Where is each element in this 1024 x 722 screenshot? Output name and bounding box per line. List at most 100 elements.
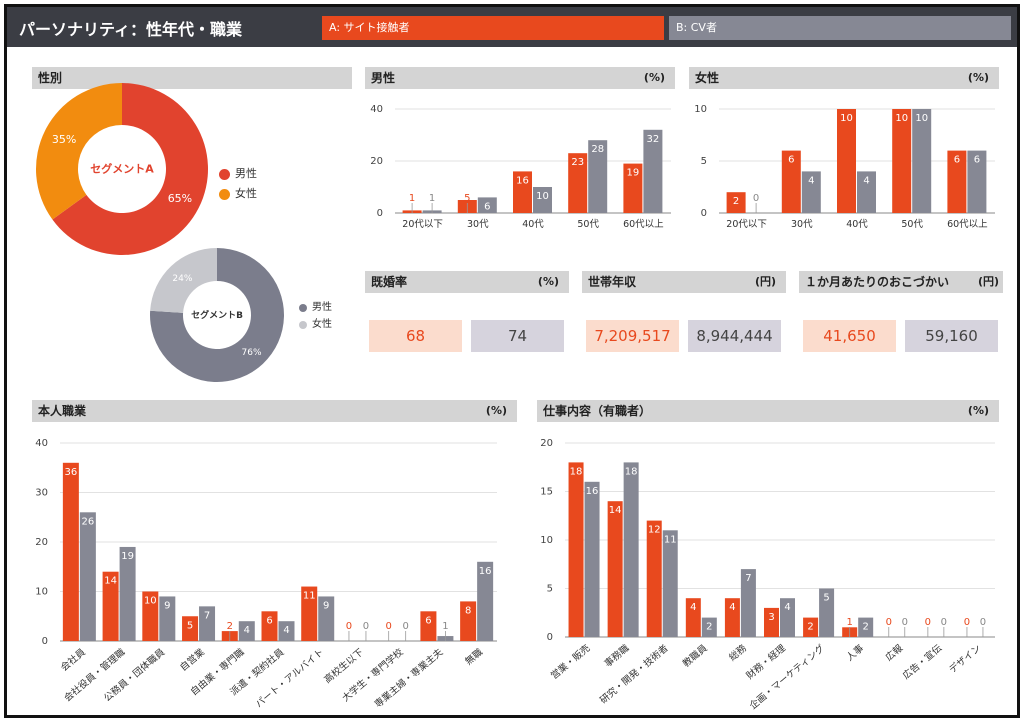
x-tick-label: 40代 <box>846 219 868 230</box>
bar <box>584 481 600 637</box>
data-label: 2 <box>862 622 868 633</box>
male-swatch <box>299 304 307 312</box>
bar <box>119 546 136 641</box>
male-unit: (%) <box>643 71 665 84</box>
x-tick-label: 専業主婦・専業主夫 <box>372 646 446 710</box>
bar <box>513 171 532 213</box>
y-tick-label: 10 <box>694 104 707 115</box>
income-title: 世帯年収 <box>588 275 637 289</box>
allowance-a-value: 41,650 <box>803 320 896 352</box>
data-label: 10 <box>895 113 908 124</box>
data-label: 7 <box>745 573 751 584</box>
data-label: 14 <box>609 505 622 516</box>
donut-a-chart: 65% 35% セグメントA <box>36 83 209 256</box>
data-label: 5 <box>464 193 470 204</box>
x-tick-label: 企画・マーケティング <box>747 642 827 712</box>
x-tick-label: 20代以下 <box>726 219 767 230</box>
bar <box>912 109 932 213</box>
data-label: 14 <box>104 576 117 587</box>
legend-item-male: 男性 <box>299 299 332 316</box>
data-label: 5 <box>187 620 193 631</box>
data-label: 0 <box>363 621 369 632</box>
data-label: 0 <box>753 193 759 204</box>
bar <box>858 617 874 637</box>
data-label: 3 <box>768 612 774 623</box>
x-tick-label: 60代以上 <box>947 219 988 230</box>
bar <box>102 571 119 641</box>
gender-title: 性別 <box>38 71 63 85</box>
data-label: 19 <box>121 551 134 562</box>
data-label: 16 <box>516 175 529 186</box>
bar <box>62 462 79 641</box>
bar <box>819 588 835 637</box>
bar <box>568 462 584 637</box>
bar <box>477 197 497 213</box>
income-a-value: 7,209,517 <box>586 320 679 352</box>
x-tick-label: 60代以上 <box>623 219 664 230</box>
data-label: 0 <box>346 621 352 632</box>
data-label: 4 <box>808 175 814 186</box>
y-tick-label: 40 <box>35 438 48 449</box>
bar <box>533 187 552 213</box>
y-tick-label: 40 <box>370 104 383 115</box>
bar <box>460 601 477 641</box>
donut-center-label: セグメントB <box>191 309 243 321</box>
marriage-a-value: 68 <box>369 320 462 352</box>
y-tick-label: 0 <box>377 208 383 219</box>
y-tick-label: 30 <box>35 488 48 499</box>
data-label: 2 <box>706 622 712 633</box>
donut-b-legend: 男性 女性 <box>299 299 332 333</box>
occupation-unit: (%) <box>485 404 507 417</box>
y-tick-label: 20 <box>370 156 383 167</box>
allowance-section-header: １か月あたりのおこづかい (円) <box>799 271 1003 293</box>
data-label: 10 <box>840 113 853 124</box>
income-unit: (円) <box>754 275 776 288</box>
data-label: 4 <box>729 602 735 613</box>
segment-b-button[interactable]: B: CV者 <box>669 16 1011 40</box>
female-title: 女性 <box>695 71 720 85</box>
x-tick-label: デザイン <box>947 642 984 676</box>
data-label: 0 <box>886 617 892 628</box>
allowance-title: １か月あたりのおこづかい <box>805 275 950 289</box>
slice-label: 76% <box>242 348 262 358</box>
data-label: 6 <box>266 615 272 626</box>
data-label: 6 <box>974 155 980 166</box>
data-label: 0 <box>402 621 408 632</box>
bar <box>701 617 717 637</box>
bar <box>261 611 278 641</box>
bar <box>142 591 159 641</box>
female-swatch <box>299 321 307 329</box>
legend-label: 男性 <box>235 167 257 180</box>
data-label: 4 <box>863 175 869 186</box>
data-label: 1 <box>409 193 415 204</box>
bar <box>588 140 608 213</box>
slice-label: 65% <box>168 192 192 205</box>
slice-label: 35% <box>52 133 76 146</box>
allowance-b-value: 59,160 <box>905 320 998 352</box>
slice-男性 <box>150 248 284 382</box>
bar <box>318 596 335 641</box>
occupation-title: 本人職業 <box>38 404 87 418</box>
data-label: 2 <box>733 196 739 207</box>
bar <box>238 621 255 641</box>
segment-a-button[interactable]: A: サイト接触者 <box>322 16 664 40</box>
data-label: 16 <box>479 566 492 577</box>
data-label: 0 <box>925 617 931 628</box>
bar <box>662 530 678 637</box>
bar <box>568 153 588 213</box>
data-label: 0 <box>964 617 970 628</box>
data-label: 11 <box>303 591 316 602</box>
female-age-chart: 0 5 10 2 0 20代以下 6 4 30代 10 4 40代 10 10 50代 6 6 60代以上 <box>694 104 995 230</box>
data-label: 4 <box>784 602 790 613</box>
data-label: 4 <box>690 602 696 613</box>
x-tick-label: 広告・宣伝 <box>900 642 944 682</box>
x-tick-label: 無職 <box>463 646 486 668</box>
income-b-value: 8,944,444 <box>688 320 781 352</box>
x-tick-label: 50代 <box>901 219 923 230</box>
legend-label: 女性 <box>312 319 332 330</box>
data-label: 26 <box>81 516 94 527</box>
bar <box>278 621 295 641</box>
dashboard-frame: パーソナリティ：性年代・職業 A: サイト接触者 B: CV者 性別 男性 (%… <box>4 4 1020 718</box>
bar <box>801 171 821 213</box>
data-label: 2 <box>807 622 813 633</box>
